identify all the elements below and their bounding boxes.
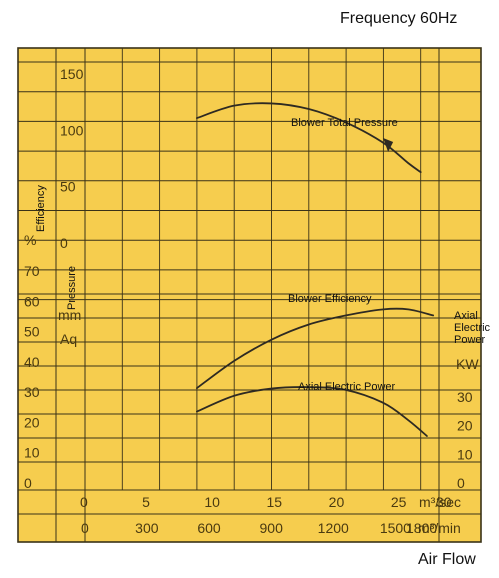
chart-frame xyxy=(17,47,482,543)
chart-background xyxy=(18,48,481,542)
x-unit-primary: m³/sec xyxy=(419,494,461,510)
efficiency-tick-label: 20 xyxy=(24,414,40,430)
x-tick-primary: 25 xyxy=(391,494,407,510)
pressure-unit-aq: Aq xyxy=(60,331,77,347)
x-unit-secondary: m³/min xyxy=(418,520,461,536)
power-axis-label: Axial xyxy=(454,310,478,322)
grid xyxy=(17,47,482,543)
efficiency-axis-label: Efficiency xyxy=(35,185,47,232)
pressure-tick-label: 150 xyxy=(60,66,84,82)
curves: Blower Total Pressure Blower Efficiency Ax… xyxy=(196,102,435,437)
x-tick-primary: 15 xyxy=(267,494,283,510)
blower-total-pressure-label: Blower Total Pressure xyxy=(291,117,398,129)
x-tick-primary: 30 xyxy=(436,494,452,510)
power-tick-label: 10 xyxy=(457,446,473,462)
efficiency-tick-label: 30 xyxy=(24,384,40,400)
pressure-tick-label: 0 xyxy=(60,235,68,251)
efficiency-tick-label: 60 xyxy=(24,293,40,309)
x-tick-primary: 10 xyxy=(204,494,220,510)
pressure-unit-mm: mm xyxy=(58,307,81,323)
axial-electric-power-label: Axial Electric Power xyxy=(298,381,396,393)
efficiency-tick-label: 0 xyxy=(24,475,32,491)
x-tick-secondary: 1800 xyxy=(406,520,437,536)
axial-electric-power-curve xyxy=(196,386,428,437)
x-tick-secondary: 900 xyxy=(260,520,284,536)
power-unit-label: KW xyxy=(456,356,479,372)
pressure-axis-label: Pressure xyxy=(66,266,78,310)
power-axis-label: Electric xyxy=(454,322,491,334)
pressure-marker-icon xyxy=(383,137,394,152)
pressure-tick-label: 50 xyxy=(60,179,76,195)
efficiency-tick-label: 50 xyxy=(24,324,40,340)
blower-efficiency-curve xyxy=(196,307,435,390)
efficiency-tick-label: 40 xyxy=(24,354,40,370)
x-tick-secondary: 600 xyxy=(197,520,221,536)
x-tick-primary: 0 xyxy=(80,494,88,510)
x-tick-secondary: 300 xyxy=(135,520,159,536)
pressure-tick-label: 100 xyxy=(60,122,84,138)
power-tick-label: 20 xyxy=(457,418,473,434)
blower-total-pressure-curve xyxy=(196,102,422,174)
power-tick-label: 30 xyxy=(457,389,473,405)
efficiency-tick-label: 70 xyxy=(24,263,40,279)
x-tick-secondary: 0 xyxy=(81,520,89,536)
x-tick-primary: 20 xyxy=(329,494,345,510)
efficiency-tick-label: 10 xyxy=(24,445,40,461)
x-tick-secondary: 1500 xyxy=(380,520,411,536)
x-tick-primary: 5 xyxy=(142,494,150,510)
power-tick-label: 0 xyxy=(457,475,465,491)
blower-efficiency-label: Blower Efficiency xyxy=(288,293,372,305)
x-axis-title: Air Flow xyxy=(418,551,476,568)
frequency-label: Frequency 60Hz xyxy=(340,10,458,27)
efficiency-unit-label: % xyxy=(24,232,36,248)
power-axis-label: Power xyxy=(454,334,486,346)
x-tick-secondary: 1200 xyxy=(318,520,349,536)
